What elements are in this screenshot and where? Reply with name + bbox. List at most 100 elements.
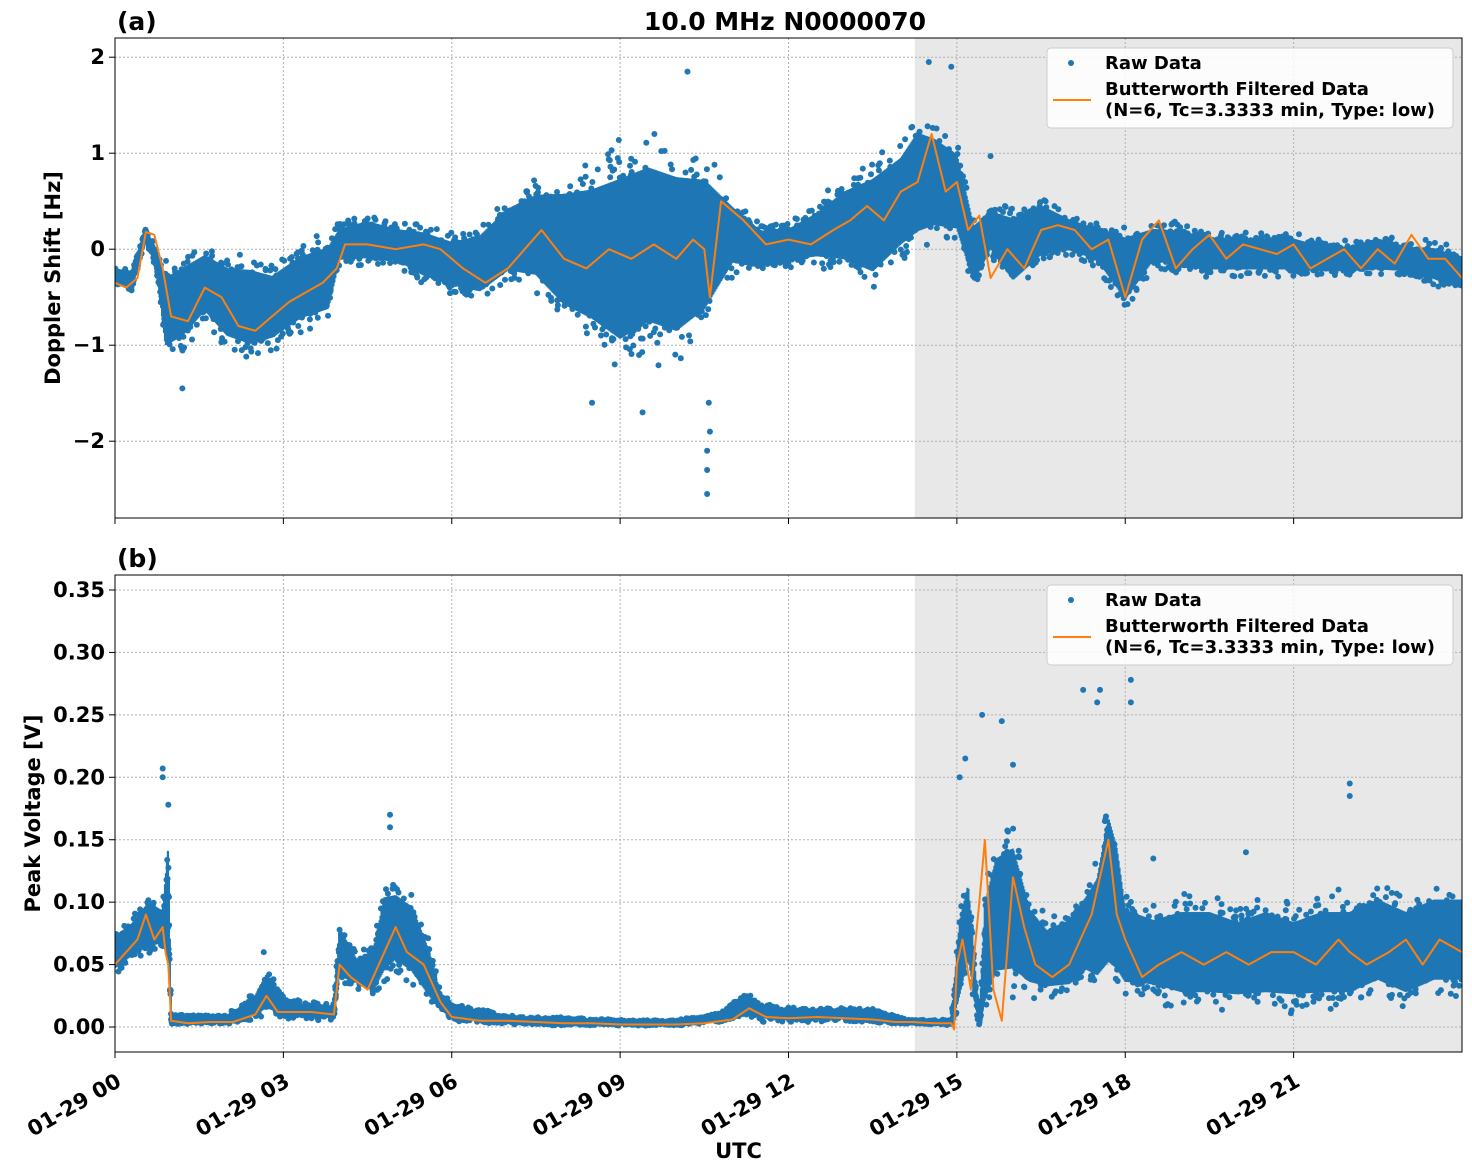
- raw-data-point: [601, 341, 608, 348]
- raw-data-point: [848, 261, 855, 268]
- raw-data-point: [711, 161, 718, 168]
- raw-data-point: [452, 289, 459, 295]
- raw-data-point: [887, 259, 894, 266]
- raw-data-point: [1009, 205, 1015, 212]
- raw-data-point: [1246, 270, 1253, 277]
- raw-data-point: [473, 231, 480, 238]
- raw-data-point: [654, 339, 661, 346]
- raw-data-point: [401, 220, 408, 227]
- raw-data-point: [627, 162, 633, 169]
- raw-data-point: [1258, 234, 1265, 240]
- raw-data-point: [1231, 273, 1238, 280]
- raw-data-point: [799, 257, 806, 264]
- raw-data-point: [534, 189, 541, 196]
- raw-data-point: [897, 246, 904, 253]
- raw-data-point: [702, 312, 709, 319]
- raw-data-point: [262, 267, 269, 274]
- raw-data-point: [933, 225, 940, 232]
- raw-data-point: [687, 338, 694, 345]
- raw-data-point: [838, 186, 845, 192]
- raw-data-point: [414, 274, 421, 281]
- raw-data-point: [372, 216, 379, 223]
- raw-data-point: [605, 151, 612, 158]
- raw-data-point: [793, 216, 800, 222]
- raw-data-point: [698, 314, 705, 321]
- raw-data-point: [606, 157, 613, 164]
- raw-data-point: [203, 250, 210, 257]
- raw-data-point: [678, 333, 685, 340]
- raw-data-point: [879, 149, 886, 156]
- raw-data-point: [733, 269, 740, 276]
- raw-data-point: [857, 174, 864, 181]
- raw-data-point: [273, 345, 280, 352]
- raw-data-point: [991, 206, 998, 213]
- raw-data-point: [909, 123, 916, 130]
- raw-data-point: [181, 344, 188, 351]
- raw-data-point: [466, 231, 473, 238]
- raw-data-point: [574, 311, 581, 318]
- raw-data-point: [382, 218, 389, 225]
- raw-data-point: [502, 276, 508, 283]
- raw-data-point: [923, 241, 930, 248]
- raw-data-point: [193, 321, 200, 328]
- raw-data-point: [608, 147, 615, 154]
- raw-data-point: [516, 276, 522, 283]
- raw-data-point: [615, 137, 622, 143]
- raw-data-point: [452, 234, 459, 241]
- raw-data-point: [1063, 251, 1069, 258]
- raw-data-point: [651, 131, 658, 137]
- raw-data-point: [524, 188, 531, 195]
- raw-data-point: [990, 257, 997, 264]
- raw-data-point: [189, 336, 195, 343]
- raw-data-point: [944, 234, 951, 241]
- raw-data-point: [642, 323, 649, 330]
- raw-data-point: [184, 258, 191, 265]
- raw-data-point: [772, 221, 779, 228]
- raw-data-point: [1237, 273, 1244, 279]
- raw-data-point: [306, 316, 313, 323]
- raw-data-point: [1342, 237, 1349, 244]
- raw-data-point: [1275, 273, 1282, 280]
- raw-data-point: [267, 347, 274, 354]
- raw-data-point: [1261, 272, 1268, 279]
- raw-data-point: [401, 267, 408, 274]
- raw-data-point: [626, 346, 633, 353]
- raw-data-point: [661, 147, 668, 154]
- raw-data-point: [531, 177, 538, 184]
- raw-data-point: [1184, 223, 1191, 230]
- raw-data-point: [231, 346, 238, 353]
- raw-data-point: [688, 166, 695, 173]
- raw-data-point: [897, 143, 904, 149]
- raw-data-point: [1133, 287, 1140, 293]
- raw-data-point: [693, 171, 700, 178]
- raw-data-point: [1242, 229, 1249, 236]
- raw-data-point: [1002, 203, 1009, 210]
- raw-data-point: [628, 351, 635, 357]
- raw-data-point: [830, 259, 837, 266]
- raw-data-point: [875, 167, 882, 174]
- raw-data-point: [582, 162, 589, 169]
- raw-data-point: [705, 306, 712, 313]
- raw-data-point: [1304, 270, 1311, 276]
- raw-data-point: [724, 274, 731, 281]
- raw-data-point: [672, 351, 679, 358]
- raw-data-point: [209, 252, 216, 259]
- raw-data-point: [1296, 231, 1302, 238]
- raw-data-point: [1081, 258, 1088, 264]
- raw-data-point: [592, 324, 598, 331]
- raw-data-point: [632, 158, 638, 165]
- raw-data-point: [686, 332, 692, 339]
- raw-data-point: [787, 264, 794, 271]
- raw-data-point: [281, 257, 288, 264]
- raw-data-point: [567, 183, 574, 190]
- raw-data-point: [903, 249, 910, 255]
- raw-data-point: [417, 224, 424, 231]
- raw-data-point: [448, 229, 455, 236]
- raw-data-point: [903, 243, 910, 249]
- raw-data-point: [836, 258, 843, 265]
- raw-data-point: [589, 179, 596, 185]
- raw-data-point: [494, 206, 501, 212]
- raw-data-point: [745, 264, 752, 271]
- raw-data-point: [810, 259, 817, 266]
- raw-data-point: [315, 239, 322, 246]
